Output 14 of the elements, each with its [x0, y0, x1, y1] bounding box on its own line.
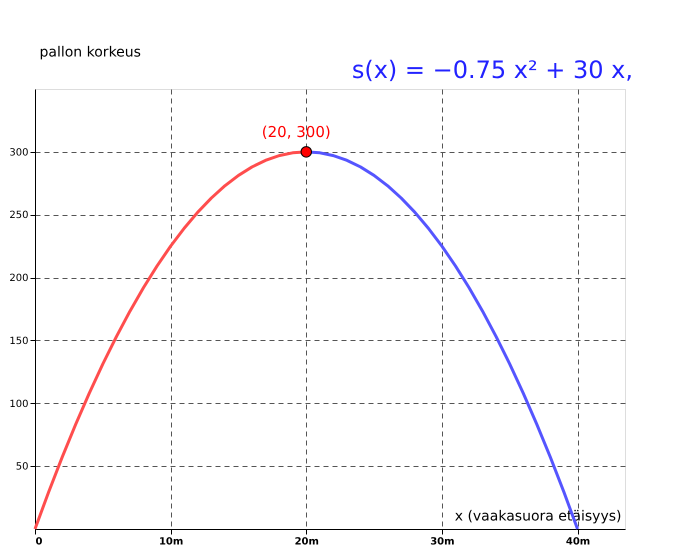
y-axis-title: pallon korkeus	[40, 44, 141, 60]
y-tick-label: 300	[9, 147, 28, 158]
annotation: (20, 300)	[262, 122, 331, 141]
x-tick-label: 10m	[158, 536, 184, 548]
y-tick-label: 150	[9, 336, 28, 347]
x-tick-label: 20m	[294, 536, 319, 548]
x-tick-label: 40m	[566, 536, 590, 548]
text: s(x) = −0.75 x² + 30 x,	[352, 56, 633, 84]
y-tick-label: 200	[9, 273, 28, 284]
y-tick-label: 250	[9, 210, 28, 222]
y-tick-label: 50	[16, 462, 28, 473]
x-tick-label: 30m	[430, 536, 455, 548]
x-tick-label: 0	[36, 536, 42, 548]
y-tick-label: 100	[9, 398, 28, 410]
